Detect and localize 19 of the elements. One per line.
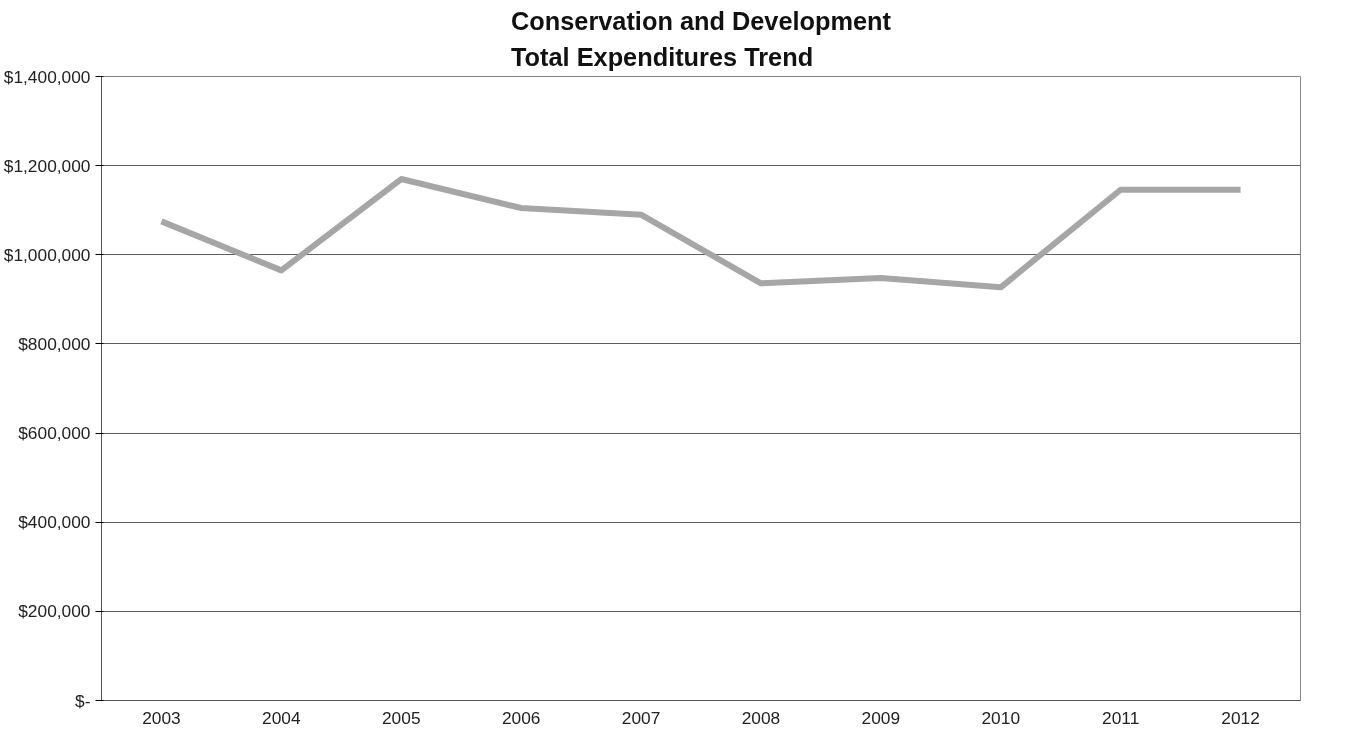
y-tick-label: $1,400,000: [3, 66, 91, 87]
x-tick-label: 2010: [981, 707, 1021, 728]
y-tick-label: $800,000: [18, 333, 91, 354]
y-tick-label: $-: [75, 690, 91, 711]
x-tick-label: 2004: [262, 707, 301, 728]
chart-title: Conservation and Development Total Expenditures Trend: [511, 7, 892, 72]
x-tick-label: 2007: [621, 707, 661, 728]
x-tick-label: 2005: [381, 707, 421, 728]
x-tick-label: 2008: [741, 707, 781, 728]
x-tick-label: 2009: [861, 707, 901, 728]
x-tick-label: 2003: [142, 707, 181, 728]
y-tick-label: $400,000: [18, 512, 91, 533]
y-tick-label: $600,000: [18, 423, 91, 444]
x-tick-label: 2006: [501, 707, 541, 728]
x-tick-label: 2011: [1102, 707, 1140, 728]
y-tick-label: $200,000: [18, 601, 91, 622]
y-tick-label: $1,200,000: [3, 155, 91, 176]
y-tick-label: $1,000,000: [3, 244, 91, 265]
x-tick-label: 2012: [1221, 707, 1260, 728]
